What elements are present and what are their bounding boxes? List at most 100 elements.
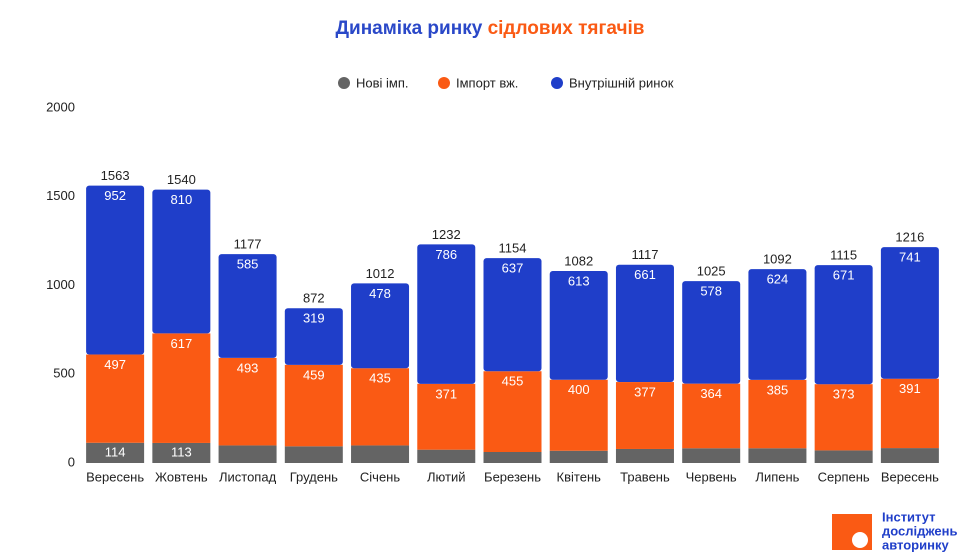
bar-segment [748, 448, 807, 463]
bar-segment [351, 283, 410, 369]
value-label: 391 [899, 381, 921, 396]
legend-swatch [338, 77, 350, 89]
bar-segment [880, 378, 939, 449]
bar-segment [814, 384, 873, 451]
total-label: 1232 [432, 227, 461, 242]
bar-segment [748, 379, 807, 449]
bar-segment [682, 281, 741, 384]
bar-segment [615, 382, 674, 449]
bar-segment [483, 258, 542, 372]
y-tick-label: 1000 [46, 277, 75, 292]
bar-segment [284, 308, 343, 365]
bar-segment [284, 446, 343, 463]
bar-segment [814, 265, 873, 385]
bar-segment [483, 371, 542, 452]
legend-swatch [551, 77, 563, 89]
bar-segment [682, 448, 741, 463]
value-label: 113 [171, 444, 192, 459]
bar-segment [615, 448, 674, 463]
total-label: 1092 [763, 252, 792, 267]
chart-title: Динаміка ринку сідлових тягачів [335, 18, 644, 39]
bar-segment [86, 185, 145, 355]
value-label: 478 [369, 286, 391, 301]
total-label: 872 [303, 291, 325, 306]
total-label: 1012 [366, 266, 395, 281]
x-tick-label: Червень [686, 469, 737, 484]
value-label: 578 [700, 284, 722, 299]
bar-segment [86, 442, 145, 463]
value-label: 810 [170, 192, 192, 207]
value-label: 459 [303, 367, 325, 382]
legend-label: Імпорт вж. [456, 75, 518, 90]
value-label: 671 [833, 268, 855, 283]
value-label: 319 [303, 311, 325, 326]
bar-segment [880, 247, 939, 379]
value-label: 400 [568, 382, 590, 397]
bar-segment [549, 379, 608, 451]
value-label: 786 [435, 247, 457, 262]
y-tick-label: 0 [68, 454, 75, 469]
bar-segment [549, 450, 608, 463]
value-label: 114 [105, 444, 126, 459]
value-label: 364 [700, 386, 722, 401]
x-tick-label: Січень [360, 469, 400, 484]
title-main: Динаміка ринку [335, 18, 482, 39]
value-label: 373 [833, 387, 855, 402]
value-label: 741 [899, 250, 921, 265]
bar-segment [351, 445, 410, 463]
value-label: 493 [237, 360, 259, 375]
y-tick-label: 1500 [46, 188, 75, 203]
value-label: 585 [237, 257, 259, 272]
bar-segment [218, 357, 277, 446]
total-label: 1025 [697, 264, 726, 279]
total-label: 1540 [167, 172, 196, 187]
bar-segment [417, 244, 476, 384]
bar-segment [152, 442, 211, 463]
bar-segment [218, 254, 277, 358]
y-tick-label: 2000 [46, 99, 75, 114]
logo-text: Інститут [882, 509, 936, 524]
bar-segment [549, 270, 608, 380]
bar-segment [814, 450, 873, 463]
total-label: 1154 [499, 241, 527, 256]
y-tick-label: 500 [53, 366, 75, 381]
total-label: 1117 [631, 247, 658, 262]
x-tick-label: Березень [484, 469, 541, 484]
logo-text: досліджень [882, 523, 958, 538]
value-label: 624 [767, 272, 789, 287]
x-tick-label: Листопад [219, 469, 277, 484]
value-label: 371 [435, 386, 457, 401]
legend-swatch [438, 77, 450, 89]
bar-segment [748, 269, 807, 380]
total-label: 1115 [830, 248, 857, 263]
value-label: 377 [634, 384, 656, 399]
value-label: 617 [170, 336, 192, 351]
x-tick-label: Травень [620, 469, 670, 484]
value-label: 385 [767, 382, 789, 397]
title-highlight: сідлових тягачів [488, 18, 645, 39]
value-label: 497 [104, 357, 126, 372]
bar-segment [152, 333, 211, 443]
logo-text: авторинку [882, 537, 949, 552]
bar-segment [417, 449, 476, 463]
value-label: 455 [502, 374, 524, 389]
total-label: 1563 [101, 168, 130, 183]
value-label: 435 [369, 371, 391, 386]
total-label: 1216 [895, 230, 924, 245]
x-tick-label: Серпень [818, 469, 870, 484]
total-label: 1177 [234, 237, 262, 252]
bar-segment [86, 354, 145, 443]
bar-segment [152, 189, 211, 334]
value-label: 637 [502, 261, 524, 276]
bar-segment [351, 368, 410, 446]
bar-segment [218, 445, 277, 463]
x-tick-label: Лютий [427, 469, 465, 484]
x-tick-label: Липень [755, 469, 799, 484]
x-tick-label: Квітень [557, 469, 602, 484]
bar-segment [284, 364, 343, 447]
logo-circle [852, 532, 868, 548]
bar-segment [682, 383, 741, 449]
bar-segment [880, 448, 939, 463]
x-tick-label: Жовтень [155, 469, 208, 484]
